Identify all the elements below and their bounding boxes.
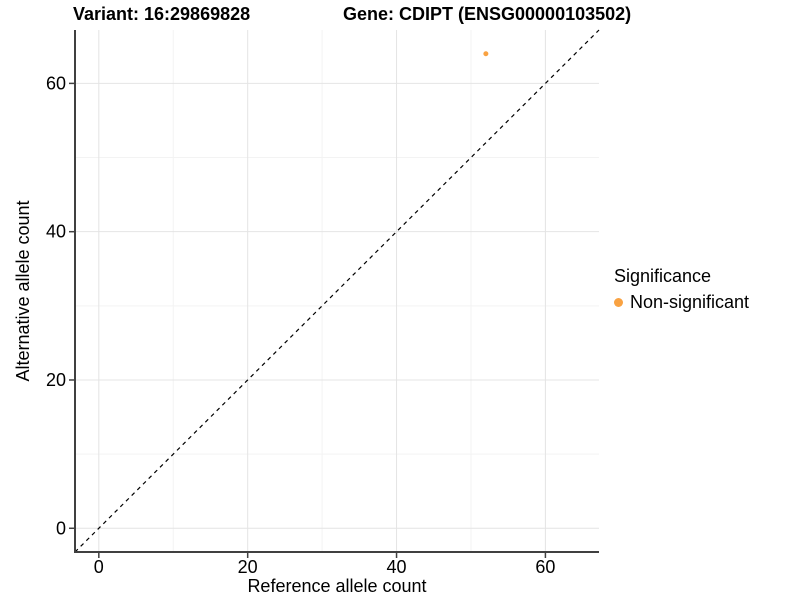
legend-item-label: Non-significant	[630, 292, 750, 312]
y-tick-label: 40	[46, 222, 66, 242]
x-tick-label: 60	[535, 557, 555, 577]
legend-point-swatch	[614, 298, 623, 307]
x-axis-title: Reference allele count	[247, 576, 426, 596]
x-tick-label: 40	[387, 557, 407, 577]
legend-item-non-significant: Non-significant	[614, 292, 749, 313]
legend: Significance Non-significant	[614, 266, 749, 313]
plot-title-gene: Gene: CDIPT (ENSG00000103502)	[343, 4, 632, 24]
plot-title-variant: Variant: 16:29869828	[73, 4, 251, 24]
y-tick-label: 0	[56, 518, 66, 538]
y-tick-label: 60	[46, 73, 66, 93]
y-tick-label: 20	[46, 370, 66, 390]
x-tick-label: 0	[94, 557, 104, 577]
data-point	[483, 51, 489, 57]
identity-dashed-line	[74, 29, 600, 553]
y-axis-title: Alternative allele count	[13, 200, 33, 381]
x-tick-label: 20	[238, 557, 258, 577]
legend-title: Significance	[614, 266, 712, 286]
